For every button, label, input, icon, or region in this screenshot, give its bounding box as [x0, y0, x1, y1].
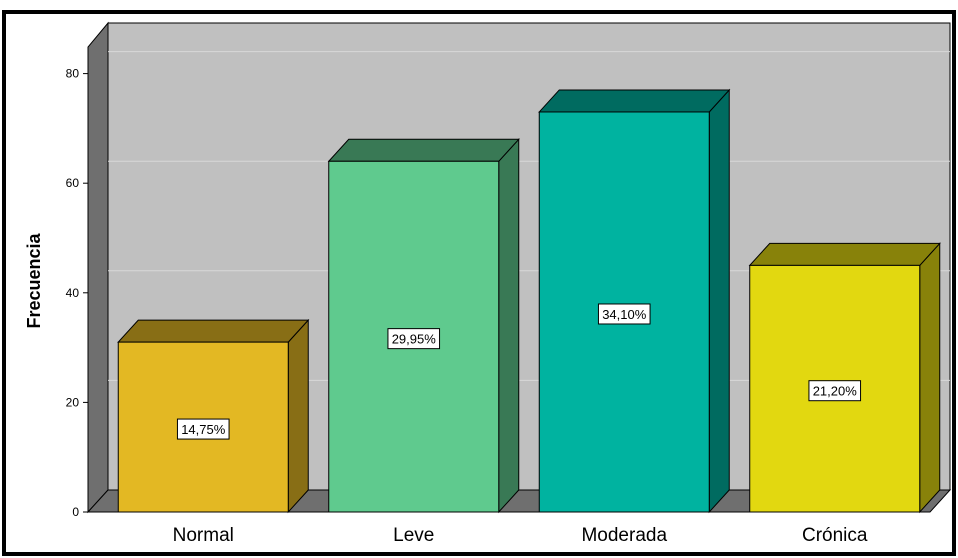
data-label: 14,75%	[176, 418, 230, 440]
data-label-text: 29,95%	[392, 332, 437, 347]
data-label-box	[808, 380, 862, 402]
data-label-text: 14,75%	[181, 422, 226, 437]
bar-crónica	[748, 242, 941, 514]
data-label: 29,95%	[387, 328, 441, 350]
bar-normal	[117, 318, 310, 514]
bar-side-face	[708, 88, 730, 514]
data-label-box	[176, 418, 230, 440]
y-tick-label: 20	[66, 395, 80, 409]
bar-leve	[327, 137, 520, 514]
bar-side-face	[498, 137, 520, 514]
x-category-label: Crónica	[802, 525, 868, 546]
bar-top-face	[538, 89, 731, 113]
bar-side-face	[287, 318, 309, 514]
category-labels: Normal Leve Moderada Crónica	[173, 525, 868, 546]
bar-top-face	[117, 319, 310, 343]
y-tick-label: 40	[66, 286, 80, 300]
y-axis-label: Frecuencia	[24, 232, 44, 328]
data-label-text: 34,10%	[602, 307, 647, 322]
bar-top-face	[748, 242, 941, 266]
data-label: 21,20%	[808, 380, 862, 402]
bar-side-face	[919, 242, 941, 514]
bar-top-face	[327, 138, 520, 162]
x-category-label: Normal	[173, 525, 234, 546]
data-label-text: 21,20%	[813, 384, 858, 399]
data-labels: 14,75% 29,95% 34,10% 21,20%	[176, 303, 862, 440]
bar-moderada	[538, 88, 731, 514]
data-label-box	[597, 303, 651, 325]
data-label-box	[387, 328, 441, 350]
x-category-label: Moderada	[581, 525, 667, 546]
x-category-label: Leve	[393, 525, 434, 546]
y-tick-label: 80	[66, 67, 80, 81]
y-tick-label: 60	[66, 176, 80, 190]
side-wall	[87, 21, 109, 514]
data-label: 34,10%	[597, 303, 651, 325]
y-tick-label: 0	[72, 505, 79, 519]
y-axis-ticks: 0 20 40 60 80	[66, 67, 88, 519]
